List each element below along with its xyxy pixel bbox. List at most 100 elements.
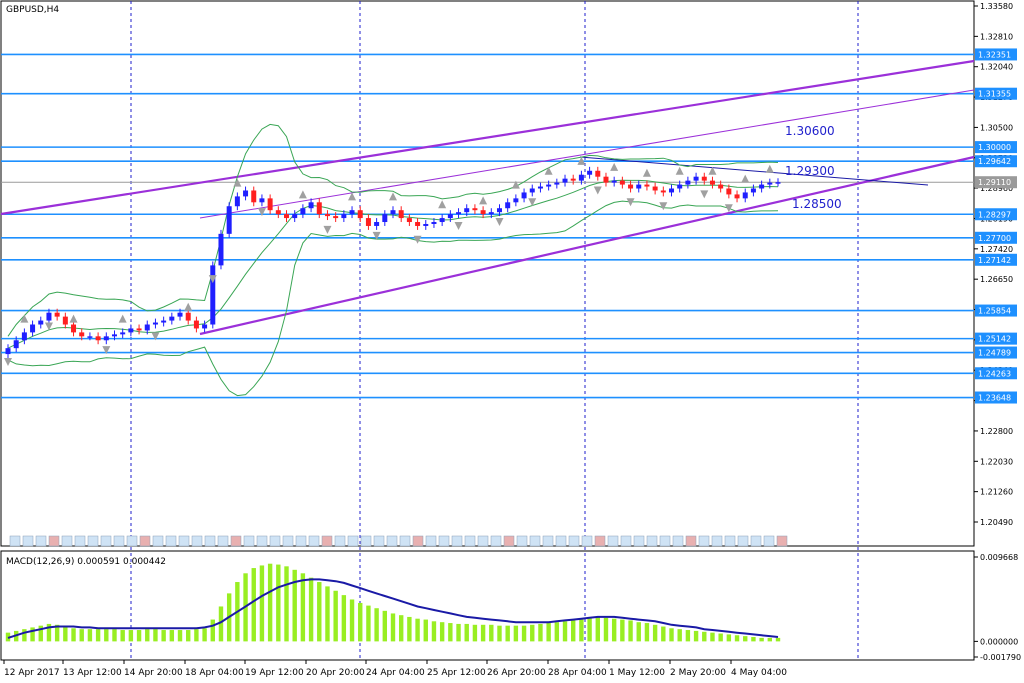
candle-body-39 <box>324 214 330 217</box>
level-tag-label-1: 1.31355 <box>978 90 1011 99</box>
candle-body-90 <box>742 192 748 199</box>
strip-cell-48 <box>633 535 645 547</box>
macd-bar-45 <box>374 608 379 642</box>
macd-bar-84 <box>693 630 699 642</box>
macd-bar-85 <box>702 631 707 642</box>
channel-upper-line <box>0 59 975 216</box>
candle-body-87 <box>718 184 724 189</box>
macd-bar-70 <box>579 618 584 642</box>
candle-body-69 <box>570 178 576 181</box>
candle-body-35 <box>292 214 298 219</box>
macd-bar-54 <box>448 623 453 642</box>
macd-bar-24 <box>202 628 207 642</box>
macd-bar-74 <box>611 618 617 642</box>
strip-cell-13 <box>178 535 190 547</box>
macd-signal-line <box>7 578 779 639</box>
candle-body-76 <box>628 184 634 189</box>
candle-body-44 <box>365 218 371 226</box>
x-tick-label-5: 20 Apr 20:00 <box>306 668 365 678</box>
x-tick-label-4: 19 Apr 12:00 <box>245 668 304 678</box>
fractal-up-12 <box>577 156 586 165</box>
macd-bar-9 <box>79 629 84 642</box>
level-tag-label-10: 1.24263 <box>978 369 1011 378</box>
candle-body-75 <box>619 180 625 185</box>
candle-body-11 <box>95 336 101 341</box>
candle-body-15 <box>128 328 134 333</box>
level-tag-label-11: 1.23648 <box>978 394 1011 403</box>
candle-body-8 <box>71 324 77 333</box>
bollinger-lower <box>7 200 779 397</box>
level-tag-bg-4 <box>975 208 1017 221</box>
macd-bar-38 <box>317 582 322 642</box>
candle-body-36 <box>300 208 306 215</box>
resistance-trend-line <box>579 156 929 186</box>
strip-cell-4 <box>61 535 73 547</box>
candle-body-48 <box>398 210 404 219</box>
y-tick-label-4: 1.30500 <box>980 123 1013 132</box>
candle-body-19 <box>161 320 167 323</box>
strip-cell-1 <box>22 535 34 547</box>
level-tag-bg-10 <box>975 367 1017 380</box>
macd-bar-44 <box>366 605 371 642</box>
x-tick-label-1: 13 Apr 12:00 <box>63 668 122 678</box>
strip-cell-41 <box>542 535 554 547</box>
level-tag-bg-2 <box>975 141 1017 154</box>
macd-label: MACD(12,26,9) 0.000591 0.000442 <box>6 557 166 567</box>
candle-body-21 <box>177 312 183 317</box>
macd-bar-33 <box>276 564 281 642</box>
level-tag-bg-5 <box>975 231 1017 244</box>
level-tag-bg-0 <box>975 48 1017 61</box>
macd-bar-40 <box>333 590 338 642</box>
macd-bar-17 <box>145 629 150 642</box>
y-tick-label-2: 1.32040 <box>980 63 1013 72</box>
macd-bar-56 <box>464 623 469 642</box>
fractal-down-2 <box>102 346 111 355</box>
time-separator-strip <box>9 535 788 547</box>
candle-body-70 <box>578 174 584 181</box>
candle-body-32 <box>267 198 273 211</box>
macd-bar-78 <box>644 623 650 642</box>
candle-body-10 <box>87 336 93 338</box>
candle-body-50 <box>415 222 421 226</box>
macd-bar-77 <box>636 622 641 642</box>
macd-bar-61 <box>505 625 510 642</box>
macd-bar-2 <box>22 629 27 642</box>
strip-cell-39 <box>516 535 528 547</box>
macd-y-tick-label-2: -0.001790 <box>980 653 1021 662</box>
strip-cell-34 <box>451 535 463 547</box>
strip-cell-16 <box>217 535 229 547</box>
fractal-up-11 <box>544 166 553 175</box>
x-tick-label-0: 12 Apr 2017 <box>4 668 60 678</box>
strip-cell-51 <box>672 535 684 547</box>
channel-mid-line <box>199 89 975 219</box>
candle-body-54 <box>447 214 453 219</box>
strip-cell-57 <box>750 535 762 547</box>
candle-body-79 <box>652 186 658 191</box>
candle-body-53 <box>439 218 445 223</box>
fractal-down-3 <box>151 332 160 341</box>
candle-body-86 <box>709 180 715 185</box>
y-tick-label-9: 1.26650 <box>980 275 1013 284</box>
fractal-up-15 <box>675 166 684 175</box>
candle-body-68 <box>562 178 568 183</box>
level-tag-bg-6 <box>975 253 1017 266</box>
candle-body-91 <box>750 188 756 193</box>
candle-body-4 <box>38 320 44 325</box>
macd-y-tick-label-0: 0.009668 <box>980 553 1018 562</box>
candle-body-93 <box>767 182 773 185</box>
fractal-down-9 <box>454 221 463 230</box>
fractal-down-8 <box>413 235 422 244</box>
x-tick-label-6: 24 Apr 04:00 <box>366 668 425 678</box>
level-tag-bg-1 <box>975 87 1017 100</box>
level-tag-label-6: 1.27142 <box>978 256 1011 265</box>
level-tag-bg-9 <box>975 346 1017 359</box>
macd-bar-48 <box>398 615 404 642</box>
macd-bar-22 <box>186 630 191 642</box>
candle-body-31 <box>259 198 265 203</box>
macd-bar-7 <box>63 626 68 642</box>
fractal-down-0 <box>4 357 12 366</box>
macd-bar-23 <box>194 629 199 642</box>
fractal-up-2 <box>118 314 127 323</box>
macd-bar-21 <box>177 630 183 642</box>
macd-bar-36 <box>300 573 306 642</box>
